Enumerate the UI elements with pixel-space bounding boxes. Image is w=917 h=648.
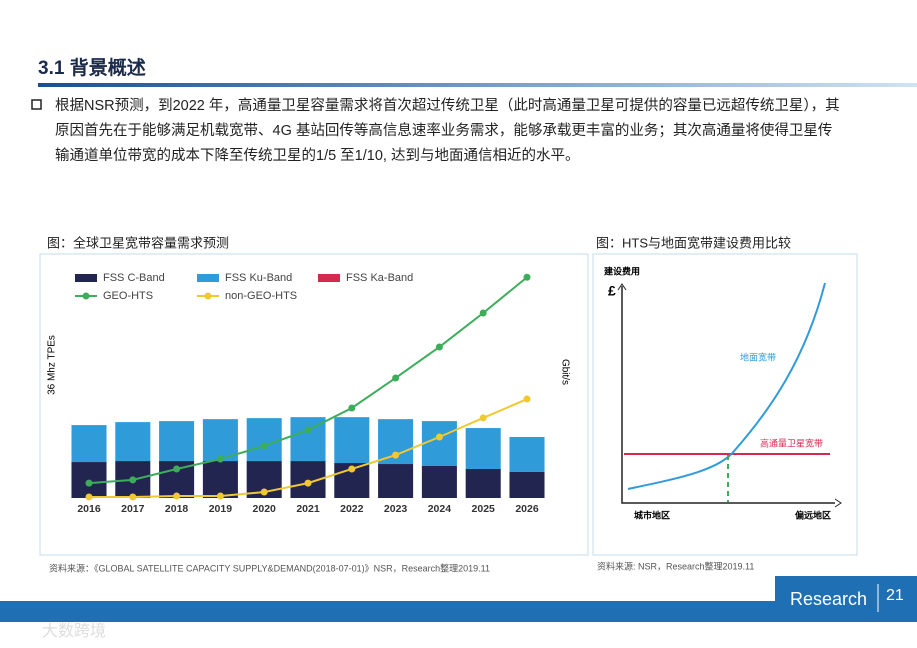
line-marker	[216, 455, 224, 463]
line-marker	[216, 492, 224, 500]
axes	[621, 286, 835, 504]
bar-segment	[202, 419, 238, 462]
arrow-heads	[617, 283, 842, 508]
bar-segment	[202, 461, 238, 498]
bar-segment	[378, 464, 414, 498]
line-marker	[260, 488, 268, 496]
x-start: 城市地区	[634, 509, 670, 520]
title-rule	[38, 83, 917, 87]
line-marker	[304, 479, 312, 487]
line-marker	[392, 374, 400, 382]
source: 资料来源：《GLOBAL SATELLITE CAPACITY SUPPLY&D…	[49, 562, 490, 573]
x-tick-label: 2022	[340, 503, 364, 515]
legend-swatch	[75, 274, 97, 282]
line-marker	[392, 451, 400, 459]
footer-bar	[0, 601, 917, 622]
x-end: 偏远地区	[795, 509, 831, 520]
legend-marker	[82, 292, 90, 300]
bar-segment	[421, 466, 457, 498]
bar-segment	[421, 421, 457, 467]
chart-frame	[39, 253, 589, 556]
body-text: 根据NSR预测，到2022 年，高通量卫星容量需求将首次超过传统卫星（此时高通量…	[55, 98, 840, 164]
legend-label: non-GEO-HTS	[225, 290, 297, 302]
x-tick-label: 2026	[515, 503, 539, 515]
bar-segment	[334, 417, 370, 464]
page-number: 21	[886, 587, 904, 604]
bar-segment	[71, 425, 107, 463]
line-marker	[348, 465, 356, 473]
line-marker	[523, 273, 531, 281]
line-marker	[260, 442, 268, 450]
line-marker	[85, 479, 93, 487]
line-marker	[173, 492, 181, 500]
line-marker	[85, 493, 93, 501]
legend-marker	[204, 292, 212, 300]
terrestrial-curve	[627, 282, 826, 490]
line-marker	[129, 493, 137, 501]
figure-frame	[592, 253, 858, 556]
y-label: 建设费用	[604, 265, 640, 276]
logo-block	[775, 576, 917, 622]
bar-segment	[465, 468, 501, 498]
figure-title: 图：HTS与地面宽带建设费用比较	[596, 235, 791, 250]
x-tick-label: 2024	[428, 503, 452, 515]
legend-swatch	[318, 274, 340, 282]
y-unit: £	[608, 283, 616, 299]
y2-axis-label: Gbit/s	[559, 359, 570, 385]
x-tick-label: 2023	[384, 503, 408, 515]
bar-segment	[246, 418, 282, 462]
legend-label: FSS Ku-Band	[225, 272, 292, 284]
curve-label: 地面宽带	[740, 351, 776, 362]
bar-segment	[509, 471, 545, 498]
line-marker	[523, 395, 531, 403]
legend-swatch	[197, 274, 219, 282]
line-marker	[173, 465, 181, 473]
line-marker	[348, 404, 356, 412]
bar-segment	[509, 436, 545, 472]
watermark: 大数跨境	[42, 621, 106, 640]
bullet	[31, 99, 42, 110]
x-tick-label: 2018	[165, 503, 189, 515]
cost-diagram: 建设费用 £ 地面宽带 高通量卫星宽带 城市地区 偏远地区	[604, 265, 842, 520]
legend-label: FSS Ka-Band	[346, 272, 413, 284]
x-tick-label: 2016	[77, 503, 101, 515]
legend-label: GEO-HTS	[103, 290, 153, 302]
line-marker	[435, 433, 443, 441]
line-marker	[129, 476, 137, 484]
x-tick-label: 2019	[209, 503, 233, 515]
line-marker	[479, 414, 487, 422]
line-marker	[479, 309, 487, 317]
logo: Research	[790, 589, 867, 609]
x-tick-label: 2021	[296, 503, 320, 515]
y-axis-label: 36 Mhz TPEs	[47, 335, 58, 395]
bar-segment	[465, 428, 501, 469]
title: 3.1 背景概述	[38, 56, 146, 79]
chart-title: 图：全球卫星宽带容量需求预测	[47, 235, 229, 250]
line-marker	[435, 343, 443, 351]
x-tick-label: 2017	[121, 503, 145, 515]
x-tick-label: 2025	[472, 503, 496, 515]
line-label: 高通量卫星宽带	[760, 437, 823, 448]
source: 资料来源: NSR，Research整理2019.11	[597, 560, 754, 571]
line-marker	[304, 426, 312, 434]
x-tick-label: 2020	[253, 503, 277, 515]
legend-label: FSS C-Band	[103, 272, 165, 284]
bar-segment	[115, 422, 151, 462]
bar-segment	[159, 421, 195, 462]
